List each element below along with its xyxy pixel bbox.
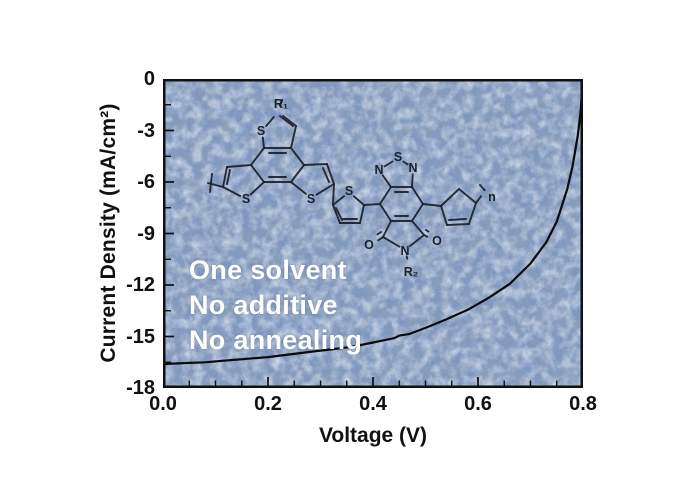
annotation-line-3: No annealing (189, 325, 363, 355)
bond-line (265, 116, 275, 127)
bond-line (352, 195, 365, 206)
bond-line (409, 234, 425, 247)
bond-line (209, 173, 213, 193)
atom-label-o: O (364, 238, 374, 252)
y-axis-title: Current Density (mA/cm²) (97, 103, 120, 363)
atom-label-o: O (432, 234, 442, 248)
bond-line (379, 186, 392, 205)
bond-line (376, 231, 382, 236)
bond-line (326, 163, 335, 185)
bond-line (332, 195, 345, 206)
bond-line (479, 184, 486, 192)
bond-line (411, 186, 424, 205)
bond-line (377, 236, 384, 242)
annotation-text-block: One solvent No additive No annealing (189, 253, 362, 358)
y-tick-label: -18 (126, 377, 155, 399)
x-tick-label: 0.0 (149, 393, 177, 415)
bond-line (279, 115, 294, 127)
atom-label-r2: R₂ (404, 265, 419, 279)
bond-line (261, 136, 265, 149)
bond-line (440, 205, 448, 226)
bond-line (315, 183, 335, 196)
bond-line (411, 173, 414, 188)
bond-line (359, 204, 365, 224)
axis-frame (163, 79, 583, 388)
annotation-line-2: No additive (189, 290, 338, 320)
bond-line (405, 255, 409, 260)
atom-label-r1: R₁ (274, 97, 288, 111)
bond-line (411, 220, 425, 236)
bond-line (382, 236, 401, 248)
atom-label-n_atom: N (400, 244, 409, 258)
bond-line (303, 163, 328, 166)
bond-line (222, 166, 228, 188)
y-tick-label: -9 (137, 222, 155, 245)
bond-line (458, 188, 477, 204)
bond-line (425, 229, 430, 233)
atom-label-s: S (307, 192, 315, 206)
x-tick-label: 0.2 (254, 393, 282, 415)
x-tick-label: 0.8 (569, 393, 597, 415)
bond-line (249, 181, 265, 196)
bond-line (440, 188, 460, 207)
bond-line (226, 164, 252, 168)
bond-line (290, 147, 305, 166)
plot-area: S R₁ S S S S N N N O O R₂ n One solvent No additive … (163, 79, 583, 388)
x-axis-title: Voltage (V) (318, 424, 428, 447)
atom-label-s: S (257, 124, 265, 138)
y-tick-label: -15 (126, 325, 155, 348)
atom-label-s: S (345, 184, 353, 198)
bond-line (332, 183, 335, 205)
atom-label-repeat: n (488, 190, 496, 204)
bond-line (446, 223, 470, 226)
bond-line (423, 234, 429, 238)
bond-line (402, 160, 409, 166)
y-tick-label: -6 (137, 171, 155, 193)
bond-line (381, 174, 392, 188)
y-tick-label: -3 (137, 119, 155, 142)
bond-line (250, 164, 265, 183)
bond-line (290, 125, 297, 149)
bond-line (468, 202, 477, 225)
bond-line (411, 203, 424, 222)
bond-line (250, 147, 265, 166)
atom-label-n_atom: N (374, 163, 383, 177)
atom-label-s: S (394, 150, 402, 164)
textured-background (163, 79, 583, 388)
atom-label-s: S (242, 192, 250, 206)
bond-line (332, 204, 341, 224)
jv-curve (163, 79, 583, 366)
y-tick-label: -12 (126, 274, 155, 296)
bond-line (422, 203, 442, 207)
axis-tick-marks (163, 79, 583, 388)
x-tick-label: 0.4 (359, 393, 387, 415)
x-tick-label: 0.6 (464, 393, 492, 415)
bond-line (363, 203, 381, 206)
bond-line (279, 98, 284, 107)
y-tick-label: 0 (143, 68, 155, 90)
bond-line (335, 207, 343, 221)
annotation-line-1: One solvent (189, 255, 347, 285)
bond-line (222, 186, 242, 197)
bond-line (382, 220, 392, 238)
bond-line (282, 115, 297, 127)
atom-label-n_atom: N (408, 161, 417, 175)
bond-line (475, 195, 483, 204)
bond-line (290, 181, 307, 195)
bond-line (290, 164, 305, 183)
bond-line (379, 203, 392, 222)
bond-line (383, 160, 394, 168)
bond-line (448, 218, 467, 221)
bond-line (226, 169, 231, 185)
bond-line (322, 167, 330, 183)
